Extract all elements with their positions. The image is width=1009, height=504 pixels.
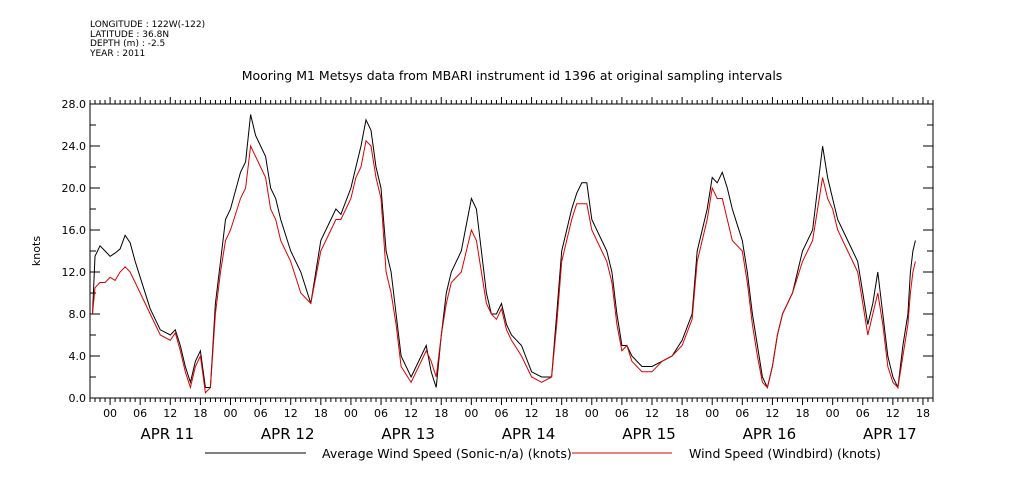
x-hour-label: 12 [645,407,659,420]
meta-year: YEAR : 2011 [90,48,146,59]
x-hour-label: 12 [525,407,539,420]
x-hour-label: 06 [615,407,629,420]
y-tick-label: 28.0 [62,98,87,111]
meta-longitude: LONGITUDE : 122W(-122) [90,20,206,30]
series-line-windbird [92,139,916,394]
x-hour-label: 06 [494,407,508,420]
meta-depth: DEPTH (m) : -2.5 [90,39,166,49]
x-hour-label: 18 [916,407,930,420]
x-hour-label: 18 [193,407,207,420]
x-hour-label: 12 [163,407,177,420]
x-hour-label: 12 [765,407,779,420]
x-hour-label: 18 [796,407,810,420]
y-tick-label: 8.0 [69,308,87,321]
legend: Average Wind Speed (Sonic-n/a) (knots) W… [205,446,881,461]
y-axis-label: knots [30,236,43,266]
x-hour-label: 06 [374,407,388,420]
x-hour-label: 18 [434,407,448,420]
y-tick-label: 20.0 [62,182,87,195]
x-hour-label: 00 [705,407,719,420]
y-tick-label: 24.0 [62,140,87,153]
y-tick-label: 16.0 [62,224,87,237]
x-hour-label: 00 [224,407,238,420]
series-line-sonic [92,114,916,390]
x-hour-label: 18 [555,407,569,420]
x-day-label: APR 12 [261,425,315,443]
y-tick-label: 0.0 [69,392,87,405]
x-hour-label: 18 [675,407,689,420]
x-hour-label: 12 [284,407,298,420]
legend-label-sonic: Average Wind Speed (Sonic-n/a) (knots) [322,446,572,461]
x-hour-label: 00 [344,407,358,420]
x-hour-label: 06 [133,407,147,420]
x-hour-label: 06 [735,407,749,420]
chart-title: Mooring M1 Metsys data from MBARI instru… [242,68,783,83]
x-day-label: APR 15 [622,425,676,443]
plot-frame [89,103,934,399]
x-hour-label: 00 [585,407,599,420]
x-day-label: APR 17 [863,425,917,443]
x-hour-label: 06 [254,407,268,420]
x-hour-label: 12 [886,407,900,420]
legend-label-windbird: Wind Speed (Windbird) (knots) [689,446,881,461]
y-tick-label: 4.0 [69,350,87,363]
meta-latitude: LATITUDE : 36.8N [90,29,170,40]
x-hour-label: 00 [464,407,478,420]
x-hour-label: 12 [404,407,418,420]
x-day-label: APR 13 [381,425,435,443]
x-hour-label: 00 [826,407,840,420]
x-hour-label: 18 [314,407,328,420]
x-day-label: APR 14 [502,425,556,443]
x-day-label: APR 16 [743,425,797,443]
x-day-label: APR 11 [140,425,194,443]
y-tick-label: 12.0 [62,266,87,279]
x-hour-label: 06 [856,407,870,420]
metadata-block: LONGITUDE : 122W(-122) LATITUDE : 36.8N … [90,20,206,59]
x-hour-label: 00 [103,407,117,420]
